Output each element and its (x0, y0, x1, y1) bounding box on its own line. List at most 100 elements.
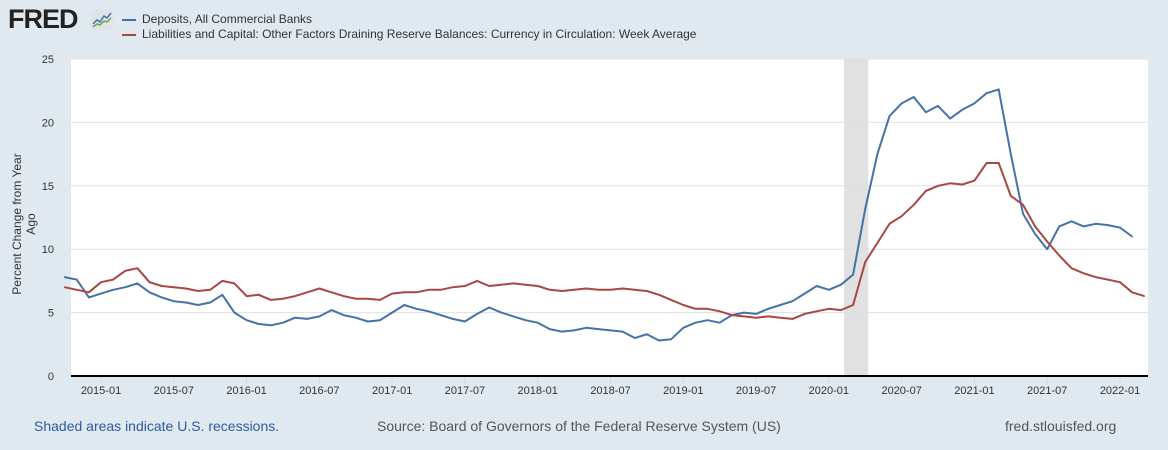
site-link[interactable]: fred.stlouisfed.org (1005, 418, 1117, 434)
data-point-deposits (367, 320, 369, 323)
data-point-deposits (743, 311, 745, 314)
data-point-currency (706, 307, 709, 310)
data-point-currency (500, 283, 503, 286)
data-point-currency (609, 288, 612, 291)
data-point-currency (330, 291, 333, 294)
data-point-deposits (767, 307, 770, 310)
x-tick-label: 2020-07 (881, 385, 921, 397)
data-point-currency (585, 287, 588, 290)
data-point-currency (185, 287, 187, 290)
data-point-currency (476, 280, 478, 282)
data-point-deposits (646, 333, 648, 335)
data-point-currency (1131, 291, 1133, 294)
data-point-deposits (488, 306, 490, 309)
data-point-deposits (912, 96, 915, 98)
data-point-currency (1022, 204, 1024, 206)
data-point-deposits (185, 301, 187, 304)
data-point-deposits (900, 102, 903, 105)
data-point-deposits (585, 327, 588, 329)
data-point-currency (197, 290, 199, 292)
data-point-deposits (63, 276, 66, 278)
data-point-deposits (415, 307, 418, 310)
data-point-currency (415, 291, 418, 294)
data-point-deposits (961, 108, 964, 111)
data-point-deposits (1070, 220, 1073, 223)
data-point-deposits (597, 328, 600, 330)
x-tick-label: 2020-01 (809, 385, 849, 397)
x-tick-label: 2018-01 (518, 385, 558, 397)
data-point-currency (172, 286, 175, 289)
data-point-currency (900, 215, 903, 218)
data-point-deposits (888, 115, 891, 117)
data-point-deposits (391, 311, 393, 314)
fred-logo[interactable]: FRED (8, 4, 78, 34)
data-point-deposits (609, 329, 612, 332)
data-point-currency (755, 316, 757, 319)
data-point-currency (961, 183, 964, 186)
data-point-deposits (573, 329, 575, 332)
data-point-currency (391, 292, 393, 295)
data-point-currency (985, 162, 988, 164)
data-point-deposits (1131, 235, 1133, 238)
x-tick-label: 2015-01 (81, 385, 121, 397)
data-point-currency (512, 282, 515, 285)
data-point-currency (682, 304, 685, 306)
legend-label-currency: Liabilities and Capital: Other Factors D… (142, 27, 697, 41)
data-point-currency (828, 307, 830, 310)
data-point-currency (367, 297, 369, 300)
data-point-currency (536, 285, 539, 287)
data-point-currency (439, 288, 442, 291)
data-point-currency (731, 314, 733, 316)
data-point-deposits (828, 288, 830, 291)
data-point-currency (1082, 272, 1085, 275)
data-point-currency (1107, 278, 1109, 281)
data-point-deposits (318, 315, 321, 318)
data-point-deposits (512, 315, 515, 318)
data-point-currency (803, 313, 806, 315)
x-tick-label: 2019-07 (736, 385, 776, 397)
data-point-currency (233, 282, 236, 285)
data-point-deposits (876, 153, 879, 155)
data-point-currency (124, 269, 127, 272)
recession-note-link[interactable]: Shaded areas indicate U.S. recessions. (34, 418, 280, 434)
data-point-currency (451, 286, 454, 289)
legend-item-currency[interactable]: Liabilities and Capital: Other Factors D… (122, 27, 696, 42)
data-point-currency (403, 291, 406, 294)
data-point-deposits (864, 207, 867, 210)
data-point-currency (221, 280, 224, 282)
data-point-currency (63, 286, 66, 289)
data-point-currency (949, 182, 951, 185)
y-ticks-group: 0 5 10 15 20 25 (42, 54, 54, 383)
data-point-currency (840, 309, 842, 311)
data-point-currency (1058, 254, 1061, 257)
data-point-deposits (221, 294, 224, 296)
data-point-deposits (1010, 153, 1012, 155)
chart-line-icon (91, 10, 113, 30)
data-point-deposits (973, 102, 976, 105)
data-point-deposits (500, 311, 503, 314)
data-point-currency (694, 307, 697, 310)
data-point-deposits (403, 304, 406, 306)
data-point-currency (852, 304, 854, 306)
data-point-currency (88, 291, 90, 294)
data-point-deposits (561, 330, 563, 333)
data-point-deposits (1107, 224, 1109, 226)
data-point-deposits (427, 310, 430, 313)
data-point-currency (245, 295, 248, 297)
series-line-currency[interactable] (64, 162, 1145, 320)
data-point-currency (888, 223, 891, 225)
legend-item-deposits[interactable]: Deposits, All Commercial Banks (122, 12, 696, 27)
plot-area (71, 59, 1148, 376)
data-point-currency (573, 288, 575, 291)
data-point-deposits (852, 273, 854, 276)
legend-swatch-currency (122, 33, 136, 36)
series-lines-group (63, 88, 1146, 342)
data-point-deposits (949, 117, 951, 120)
data-point-deposits (136, 282, 139, 285)
data-point-deposits (160, 296, 163, 299)
data-point-currency (1070, 267, 1073, 270)
data-point-currency (379, 299, 381, 301)
data-point-currency (257, 294, 260, 296)
data-point-currency (294, 295, 296, 297)
